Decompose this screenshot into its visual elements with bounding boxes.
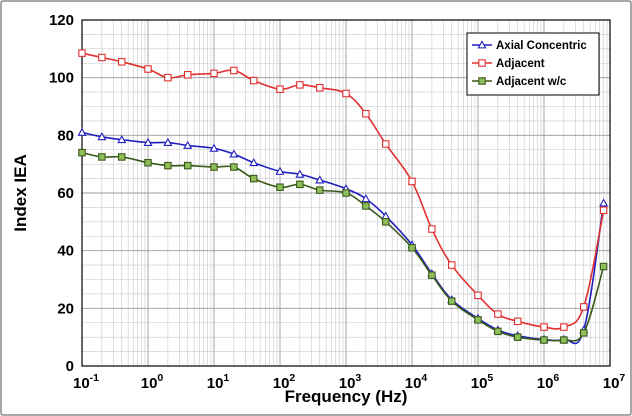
x-tick-label: 102 xyxy=(273,372,296,392)
data-point xyxy=(164,161,172,170)
data-point xyxy=(117,58,126,66)
y-tick-label: 100 xyxy=(49,70,74,87)
data-point xyxy=(428,271,436,279)
data-point xyxy=(560,336,568,344)
data-point xyxy=(117,153,126,161)
data-point xyxy=(276,183,284,191)
data-point xyxy=(164,73,172,82)
x-tick-label: 106 xyxy=(537,372,560,392)
x-tick-label: 100 xyxy=(141,372,164,392)
series-square-1 xyxy=(78,49,608,331)
data-point xyxy=(276,85,284,93)
legend-label: Axial Concentric xyxy=(496,40,587,52)
data-point xyxy=(209,143,219,152)
data-point xyxy=(447,261,456,269)
y-tick-label: 120 xyxy=(49,12,74,29)
data-point xyxy=(315,175,325,184)
data-point xyxy=(381,218,390,226)
legend: Axial Concentric Adjacent Adjacent w/c xyxy=(466,32,600,96)
data-point xyxy=(296,81,304,89)
data-point xyxy=(183,161,192,170)
data-point xyxy=(540,336,548,344)
legend-label: Adjacent w/c xyxy=(496,76,567,88)
data-point xyxy=(579,329,588,337)
data-point xyxy=(599,206,608,215)
data-point xyxy=(361,194,371,203)
data-point xyxy=(513,317,522,326)
data-point xyxy=(408,244,416,252)
legend-marker xyxy=(478,59,486,67)
data-point xyxy=(98,53,106,62)
x-tick-labels: 10-1 100 101 102 103 104 105 106 107 xyxy=(73,372,625,392)
data-point xyxy=(249,174,258,183)
data-point xyxy=(599,198,609,207)
y-tick-label: 20 xyxy=(57,300,74,317)
data-point xyxy=(77,127,87,136)
x-tick-label: 107 xyxy=(603,372,626,392)
data-point xyxy=(230,66,238,75)
data-point xyxy=(143,137,153,146)
data-point xyxy=(362,202,370,210)
data-point xyxy=(315,84,324,92)
data-point xyxy=(296,180,304,189)
data-point xyxy=(342,189,350,197)
data-point xyxy=(474,291,482,300)
series-layer xyxy=(77,49,609,345)
data-point xyxy=(210,163,218,171)
x-tick-label: 101 xyxy=(207,372,230,392)
y-tick-label: 60 xyxy=(57,185,74,202)
data-point xyxy=(275,166,285,175)
data-point xyxy=(97,132,107,141)
data-point xyxy=(230,163,238,171)
y-tick-label: 0 xyxy=(66,358,74,375)
data-point xyxy=(513,333,522,341)
data-point xyxy=(494,327,502,336)
data-point xyxy=(163,137,173,146)
x-axis-title: Frequency (Hz) xyxy=(285,387,408,406)
x-tick-label: 104 xyxy=(405,372,428,392)
y-tick-labels: 0 20 40 60 80 100 120 xyxy=(49,12,74,375)
data-point xyxy=(408,177,416,186)
data-point xyxy=(342,89,350,98)
data-point xyxy=(249,157,259,167)
x-tick-label: 105 xyxy=(471,372,494,392)
legend-marker xyxy=(477,40,487,49)
data-point xyxy=(315,186,324,194)
data-point xyxy=(428,225,436,233)
data-point xyxy=(447,297,456,305)
data-point xyxy=(183,140,193,149)
y-axis-title: Index IEA xyxy=(11,154,30,231)
legend-box xyxy=(466,32,600,96)
data-point xyxy=(362,109,370,118)
data-point xyxy=(144,158,152,167)
data-point xyxy=(98,153,106,161)
data-point xyxy=(295,169,305,178)
data-point xyxy=(249,76,258,85)
y-tick-label: 40 xyxy=(57,243,74,260)
data-point xyxy=(183,71,192,79)
data-point xyxy=(144,65,152,73)
y-tick-label: 80 xyxy=(57,127,74,144)
plot-area xyxy=(81,19,611,367)
data-point xyxy=(599,262,608,271)
data-point xyxy=(494,310,502,318)
data-point xyxy=(117,134,127,144)
data-point xyxy=(579,303,588,311)
x-tick-label: 10-1 xyxy=(73,372,99,392)
data-point xyxy=(78,49,86,57)
data-point xyxy=(210,69,218,78)
legend-label: Adjacent xyxy=(496,58,545,70)
data-point xyxy=(78,148,86,157)
series-square-2 xyxy=(78,148,608,344)
data-point xyxy=(474,316,482,324)
data-point xyxy=(560,323,568,331)
data-point xyxy=(540,323,548,331)
data-point xyxy=(381,140,390,148)
data-point xyxy=(229,149,239,158)
x-tick-label: 103 xyxy=(339,372,362,392)
legend-marker xyxy=(478,77,486,85)
